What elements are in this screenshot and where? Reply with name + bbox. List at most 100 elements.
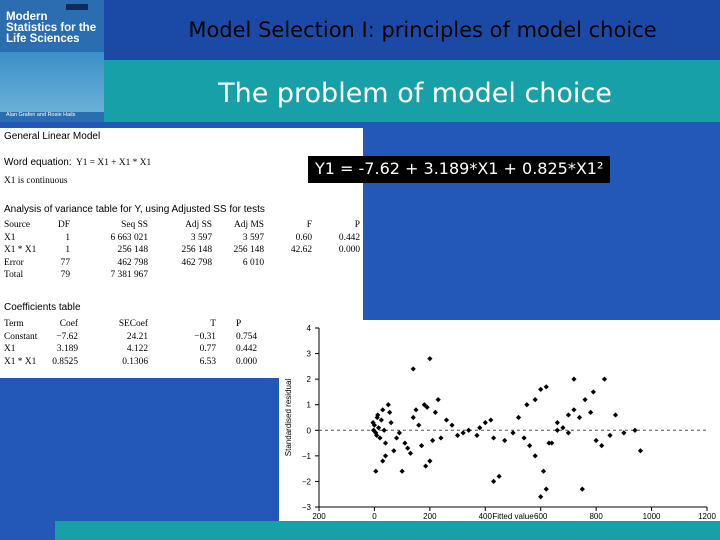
coef-column-header: Coef: [59, 319, 78, 329]
coef-column-header: P: [236, 319, 242, 329]
data-point: [521, 435, 527, 441]
fitted-equation: Y1 = -7.62 + 3.189*X1 + 0.825*X1²: [308, 156, 611, 183]
publisher-badge: [66, 4, 88, 10]
data-point: [380, 458, 386, 464]
title-band: [0, 0, 720, 60]
data-point: [607, 432, 613, 438]
y-tick-label: −1: [302, 452, 312, 461]
data-point: [413, 407, 419, 413]
y-tick-label: −2: [302, 477, 312, 486]
slide-subtitle: The problem of model choice: [218, 78, 612, 109]
anova-heading: Analysis of variance table for Y, using …: [4, 204, 265, 215]
coef-cell: −0.31: [194, 331, 216, 342]
x-tick-label: 0: [372, 512, 377, 521]
data-point: [382, 440, 389, 446]
coef-column-header: T: [210, 319, 216, 329]
data-point: [381, 427, 387, 433]
anova-column-header: Adj MS: [234, 220, 264, 230]
coef-cell: 3.189: [56, 344, 78, 354]
anova-cell: 256 148: [181, 245, 212, 255]
data-point: [588, 409, 594, 415]
footer-band: [55, 521, 720, 540]
y-tick-label: 0: [307, 426, 312, 435]
data-point: [385, 402, 391, 408]
y-tick-label: 3: [307, 350, 312, 359]
coef-heading: Coefficients table: [4, 302, 81, 313]
data-point: [430, 437, 436, 444]
anova-cell: 6 663 021: [110, 232, 149, 243]
data-point: [416, 422, 422, 428]
data-point: [375, 425, 382, 431]
anova-cell: 1: [65, 232, 70, 243]
x-tick-label: 800: [589, 512, 603, 521]
data-point: [621, 430, 627, 436]
anova-cell: 462 798: [181, 257, 212, 268]
data-point: [443, 417, 450, 423]
data-point: [599, 443, 605, 449]
coef-cell: 0.754: [236, 331, 258, 342]
data-point: [460, 430, 466, 436]
data-point: [560, 425, 566, 431]
data-point: [438, 435, 444, 441]
anova-cell: 77: [60, 257, 70, 268]
book-cover-image: Modern Statistics for the Life Sciences …: [0, 0, 104, 122]
coef-cell: 6.53: [199, 356, 216, 367]
data-point: [402, 440, 408, 446]
data-point: [571, 376, 577, 382]
anova-column-header: Source: [4, 220, 31, 230]
coef-cell: Constant: [4, 331, 38, 342]
data-point: [399, 468, 405, 474]
glm-heading: General Linear Model: [4, 131, 101, 142]
data-point: [554, 427, 560, 433]
data-point: [388, 420, 394, 426]
word-equation: Y1 = X1 + X1 * X1: [76, 158, 152, 168]
data-point: [424, 404, 430, 410]
data-point: [394, 435, 400, 441]
cover-title-line: Modern: [6, 11, 48, 23]
coef-cell: 0.1306: [122, 356, 148, 367]
data-point: [532, 397, 538, 403]
data-point: [454, 432, 461, 438]
data-point: [427, 356, 433, 362]
data-point: [405, 445, 411, 451]
data-point: [565, 412, 572, 418]
data-point: [632, 427, 638, 433]
data-point: [418, 443, 425, 449]
data-point: [378, 417, 384, 423]
cover-title: Modern Statistics for the Life Sciences: [6, 11, 97, 45]
residual-plot: −3 −2 −1 0 1 2 3 4 200 0 200 400 600 800 1000 1200 Fitte…: [279, 320, 720, 521]
data-point: [515, 414, 522, 421]
coef-cell: −7.62: [56, 331, 78, 342]
data-point: [427, 458, 433, 464]
y-tick-label: 1: [307, 401, 312, 410]
data-point: [396, 430, 402, 436]
anova-cell: X1 * X1: [4, 245, 37, 255]
data-point: [601, 376, 608, 382]
coef-cell: 4.122: [126, 344, 148, 354]
data-point: [527, 443, 533, 449]
anova-cell: 462 798: [117, 257, 148, 268]
x-axis-label: Fitted value: [492, 512, 534, 521]
anova-cell: 256 148: [117, 245, 148, 255]
data-point: [582, 397, 588, 403]
data-point: [466, 427, 472, 433]
data-point: [579, 486, 585, 492]
data-point: [565, 430, 572, 436]
coef-column-header: SECoef: [118, 319, 148, 329]
coef-cell: X1: [4, 344, 16, 354]
anova-column-header: Seq SS: [121, 220, 148, 230]
coef-cell: 0.442: [236, 344, 258, 354]
data-point: [410, 414, 416, 421]
data-point: [382, 453, 389, 459]
data-point: [407, 450, 414, 456]
data-point: [423, 463, 429, 469]
anova-column-header: P: [354, 220, 360, 230]
data-point: [524, 402, 530, 408]
cover-artwork: [0, 52, 104, 112]
anova-cell: 7 381 967: [110, 270, 149, 280]
data-point: [612, 412, 619, 418]
anova-cell: Total: [4, 270, 24, 280]
data-point: [590, 389, 596, 395]
cover-title-line: Statistics for the: [6, 22, 97, 34]
cover-authors: Alan Grafen and Rosie Hails: [6, 112, 76, 118]
